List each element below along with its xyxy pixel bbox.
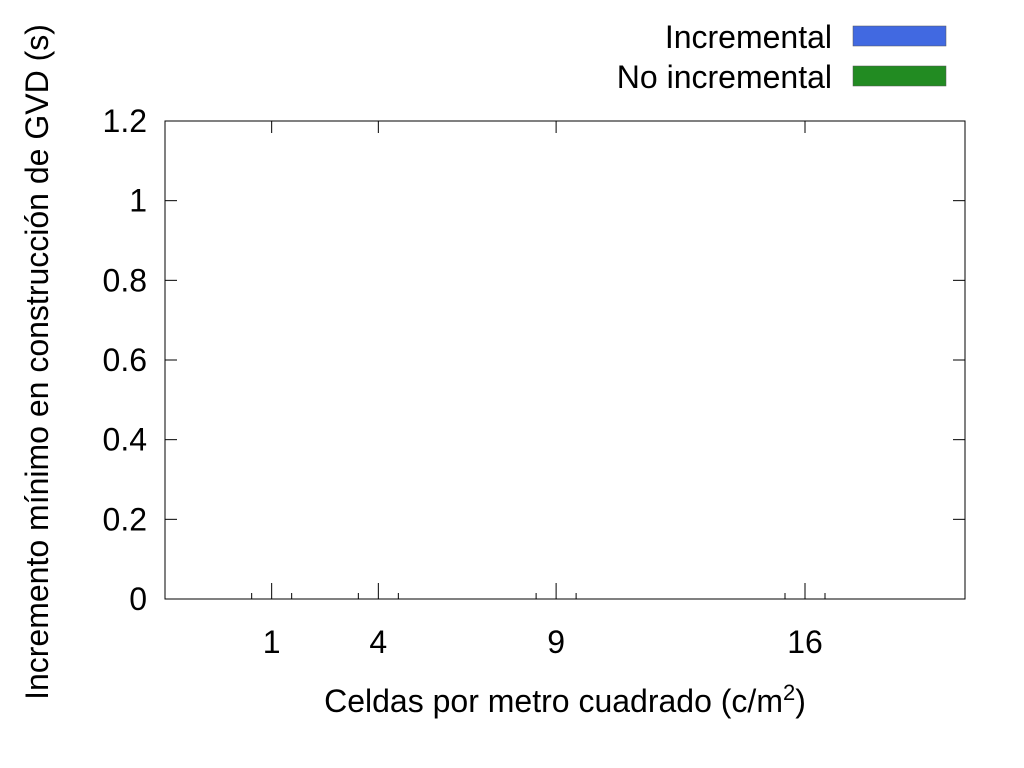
y-tick-label: 0.8	[103, 262, 147, 298]
legend: Incremental No incremental	[617, 19, 947, 95]
legend-label-incremental: Incremental	[665, 19, 832, 55]
plot-frame	[164, 120, 966, 600]
x-axis-label: Celdas por metro cuadrado (c/m2)	[324, 680, 806, 719]
y-tick-label: 1.2	[103, 103, 147, 139]
y-axis-ticks: 0 0.2 0.4 0.6 0.8 1 1.2	[103, 103, 965, 617]
x-axis-label-exponent: 2	[783, 680, 795, 705]
legend-label-no-incremental: No incremental	[617, 59, 832, 95]
y-tick-label: 0	[129, 581, 147, 617]
y-tick-label: 0.6	[103, 342, 147, 378]
legend-swatch-no-incremental	[852, 65, 947, 87]
y-tick-label: 0.2	[103, 501, 147, 537]
x-tick-label: 4	[369, 624, 387, 660]
x-tick-label: 9	[547, 624, 565, 660]
x-axis-ticks: 1 4 9 16	[251, 121, 826, 660]
y-axis-label: Incremento mínimo en construcción de GVD…	[19, 24, 55, 700]
legend-swatch-incremental	[852, 25, 947, 47]
plot-frame-group	[164, 120, 966, 600]
x-tick-label: 1	[263, 624, 281, 660]
y-tick-label: 1	[129, 183, 147, 219]
x-tick-label: 16	[787, 624, 823, 660]
y-tick-label: 0.4	[103, 422, 147, 458]
